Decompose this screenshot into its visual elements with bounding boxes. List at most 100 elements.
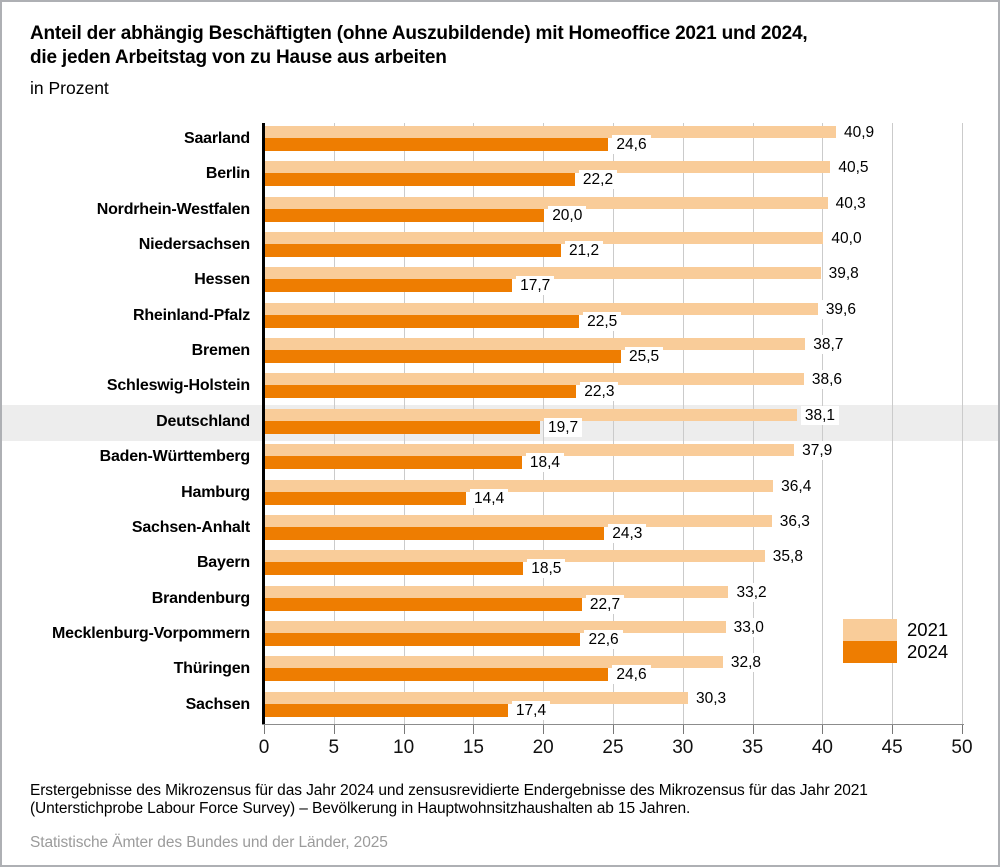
- bar-2021-2: [265, 196, 828, 209]
- value-label-2024-8: 19,7: [544, 417, 583, 437]
- x-tick-label-25: 25: [602, 736, 624, 758]
- category-label-7: Schleswig-Holstein: [106, 377, 250, 395]
- category-label-4: Hessen: [194, 271, 250, 289]
- value-label-2021-1: 40,5: [834, 158, 873, 178]
- footnote-line1: Erstergebnisse des Mikrozensus für das J…: [30, 782, 868, 799]
- bar-2024-13: [265, 597, 582, 611]
- bar-2021-1: [265, 161, 831, 174]
- value-label-2021-12: 35,8: [768, 547, 807, 567]
- bar-2024-11: [265, 526, 605, 540]
- category-label-5: Rheinland-Pfalz: [132, 306, 250, 324]
- category-label-1: Berlin: [205, 165, 250, 183]
- category-label-2: Nordrhein-Westfalen: [96, 200, 250, 218]
- x-tick-15: [473, 724, 475, 734]
- bar-2024-6: [265, 350, 621, 364]
- x-tick-20: [543, 724, 545, 734]
- x-tick-10: [403, 724, 405, 734]
- chart-subtitle: in Prozent: [30, 78, 109, 98]
- bar-2021-9: [265, 444, 795, 457]
- category-label-8: Deutschland: [156, 412, 250, 430]
- value-label-2021-5: 39,6: [821, 299, 860, 319]
- category-label-10: Hamburg: [181, 483, 250, 501]
- bar-2024-7: [265, 385, 577, 399]
- x-tick-label-5: 5: [328, 736, 340, 758]
- gridline-30: [682, 123, 684, 724]
- chart-footnote: Erstergebnisse des Mikrozensus für das J…: [30, 782, 980, 818]
- x-tick-label-45: 45: [881, 736, 903, 758]
- chart-title-line1: Anteil der abhängig Beschäftigten (ohne …: [30, 23, 808, 44]
- x-tick-50: [962, 724, 963, 734]
- y-axis-line: [262, 123, 265, 724]
- bar-2024-0: [265, 138, 609, 151]
- bar-2021-6: [265, 338, 806, 351]
- x-tick-0: [264, 724, 265, 734]
- x-tick-label-10: 10: [393, 736, 415, 758]
- bar-2021-4: [265, 267, 821, 280]
- value-label-2021-8: 38,1: [800, 405, 840, 425]
- bar-2024-14: [265, 632, 581, 646]
- value-label-2024-9: 18,4: [525, 453, 565, 473]
- bar-2021-8: [265, 408, 797, 421]
- bar-2021-16: [265, 691, 688, 704]
- category-label-9: Baden-Württemberg: [99, 448, 251, 466]
- bar-2021-5: [265, 302, 818, 315]
- category-label-0: Saarland: [184, 130, 250, 147]
- bar-2024-3: [265, 244, 561, 258]
- gridline-25: [613, 123, 614, 724]
- x-tick-30: [682, 724, 684, 734]
- value-label-2024-5: 22,5: [583, 311, 622, 331]
- value-label-2024-3: 21,2: [564, 241, 604, 261]
- value-label-2021-7: 38,6: [807, 370, 847, 390]
- x-tick-label-40: 40: [811, 736, 833, 758]
- category-label-13: Brandenburg: [151, 589, 250, 607]
- bar-2021-14: [265, 620, 726, 633]
- value-label-2024-0: 24,6: [612, 135, 651, 154]
- x-tick-label-20: 20: [532, 736, 554, 758]
- value-label-2024-11: 24,3: [608, 523, 647, 543]
- bar-2024-1: [265, 173, 575, 187]
- category-label-14: Mecklenburg-Vorpommern: [52, 624, 250, 642]
- bar-2024-8: [265, 420, 540, 434]
- bar-2021-10: [265, 479, 774, 492]
- bar-2024-5: [265, 314, 580, 328]
- x-tick-35: [752, 724, 754, 734]
- value-label-2021-9: 37,9: [798, 441, 837, 461]
- category-label-16: Sachsen: [185, 695, 251, 713]
- value-label-2021-2: 40,3: [831, 193, 870, 213]
- value-label-2021-11: 36,3: [775, 511, 814, 531]
- value-label-2021-14: 33,0: [729, 617, 768, 637]
- bar-2024-10: [265, 491, 467, 505]
- value-label-2024-6: 25,5: [624, 347, 664, 367]
- value-label-2021-6: 38,7: [809, 335, 848, 355]
- value-label-2024-13: 22,7: [585, 594, 625, 614]
- bar-2024-12: [265, 562, 524, 576]
- value-label-2021-0: 40,9: [839, 123, 879, 142]
- bar-2021-12: [265, 550, 765, 563]
- bar-2024-16: [265, 703, 508, 717]
- bar-2024-9: [265, 456, 522, 470]
- footnote-line2: (Unterstichprobe Labour Force Survey) – …: [30, 800, 691, 817]
- x-tick-45: [892, 724, 894, 734]
- x-tick-5: [333, 724, 335, 734]
- bar-2024-15: [265, 668, 609, 682]
- legend-label-2021: 2021: [907, 619, 949, 640]
- legend-label-2024: 2024: [907, 641, 949, 662]
- value-label-2024-10: 14,4: [470, 488, 509, 508]
- value-label-2024-1: 22,2: [578, 170, 618, 190]
- gridline-20: [543, 123, 545, 724]
- x-axis-line: [262, 723, 964, 725]
- chart-title-line2: die jeden Arbeitstag von zu Hause aus ar…: [30, 46, 447, 68]
- gridline-45: [892, 123, 894, 724]
- x-tick-40: [822, 724, 824, 734]
- value-label-2024-4: 17,7: [516, 276, 555, 296]
- bar-2024-4: [265, 279, 513, 293]
- value-label-2021-10: 36,4: [777, 476, 816, 496]
- x-tick-label-30: 30: [672, 736, 694, 758]
- value-label-2024-7: 22,3: [580, 382, 619, 402]
- bar-2021-11: [265, 514, 772, 527]
- legend-swatch-2021: [843, 619, 897, 641]
- chart-title: Anteil der abhängig Beschäftigten (ohne …: [30, 22, 980, 69]
- value-label-2024-16: 17,4: [511, 700, 551, 720]
